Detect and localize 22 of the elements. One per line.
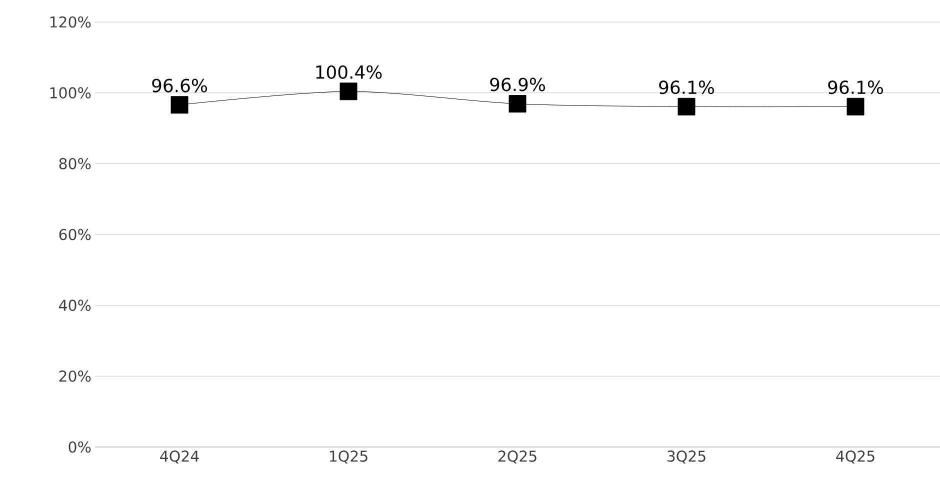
x-tick-label: 1Q25 — [330, 450, 368, 464]
point — [508, 95, 526, 113]
y-tick-label: 20% — [59, 370, 91, 382]
point — [170, 96, 188, 114]
x-tick-label: 3Q25 — [668, 450, 706, 464]
x-tick-label: 2Q25 — [498, 450, 536, 464]
data-label: 96.6% — [152, 78, 207, 92]
point — [846, 98, 864, 116]
data-label: 100.4% — [316, 65, 382, 79]
point — [340, 82, 358, 100]
y-tick-label: 0% — [68, 441, 91, 453]
y-tick-label: 100% — [50, 87, 91, 98]
y-tick-label: 120% — [50, 16, 91, 28]
data-label: 96.1% — [828, 80, 883, 94]
x-tick-label: 4Q25 — [836, 450, 874, 464]
data-label: 96.9% — [490, 78, 545, 92]
y-tick-label: 80% — [59, 158, 91, 170]
y-tick-label: 40% — [59, 300, 91, 311]
x-tick-label: 4Q24 — [160, 450, 199, 464]
data-label: 96.1% — [659, 80, 714, 94]
point — [678, 98, 696, 116]
y-tick-label: 60% — [59, 228, 91, 240]
